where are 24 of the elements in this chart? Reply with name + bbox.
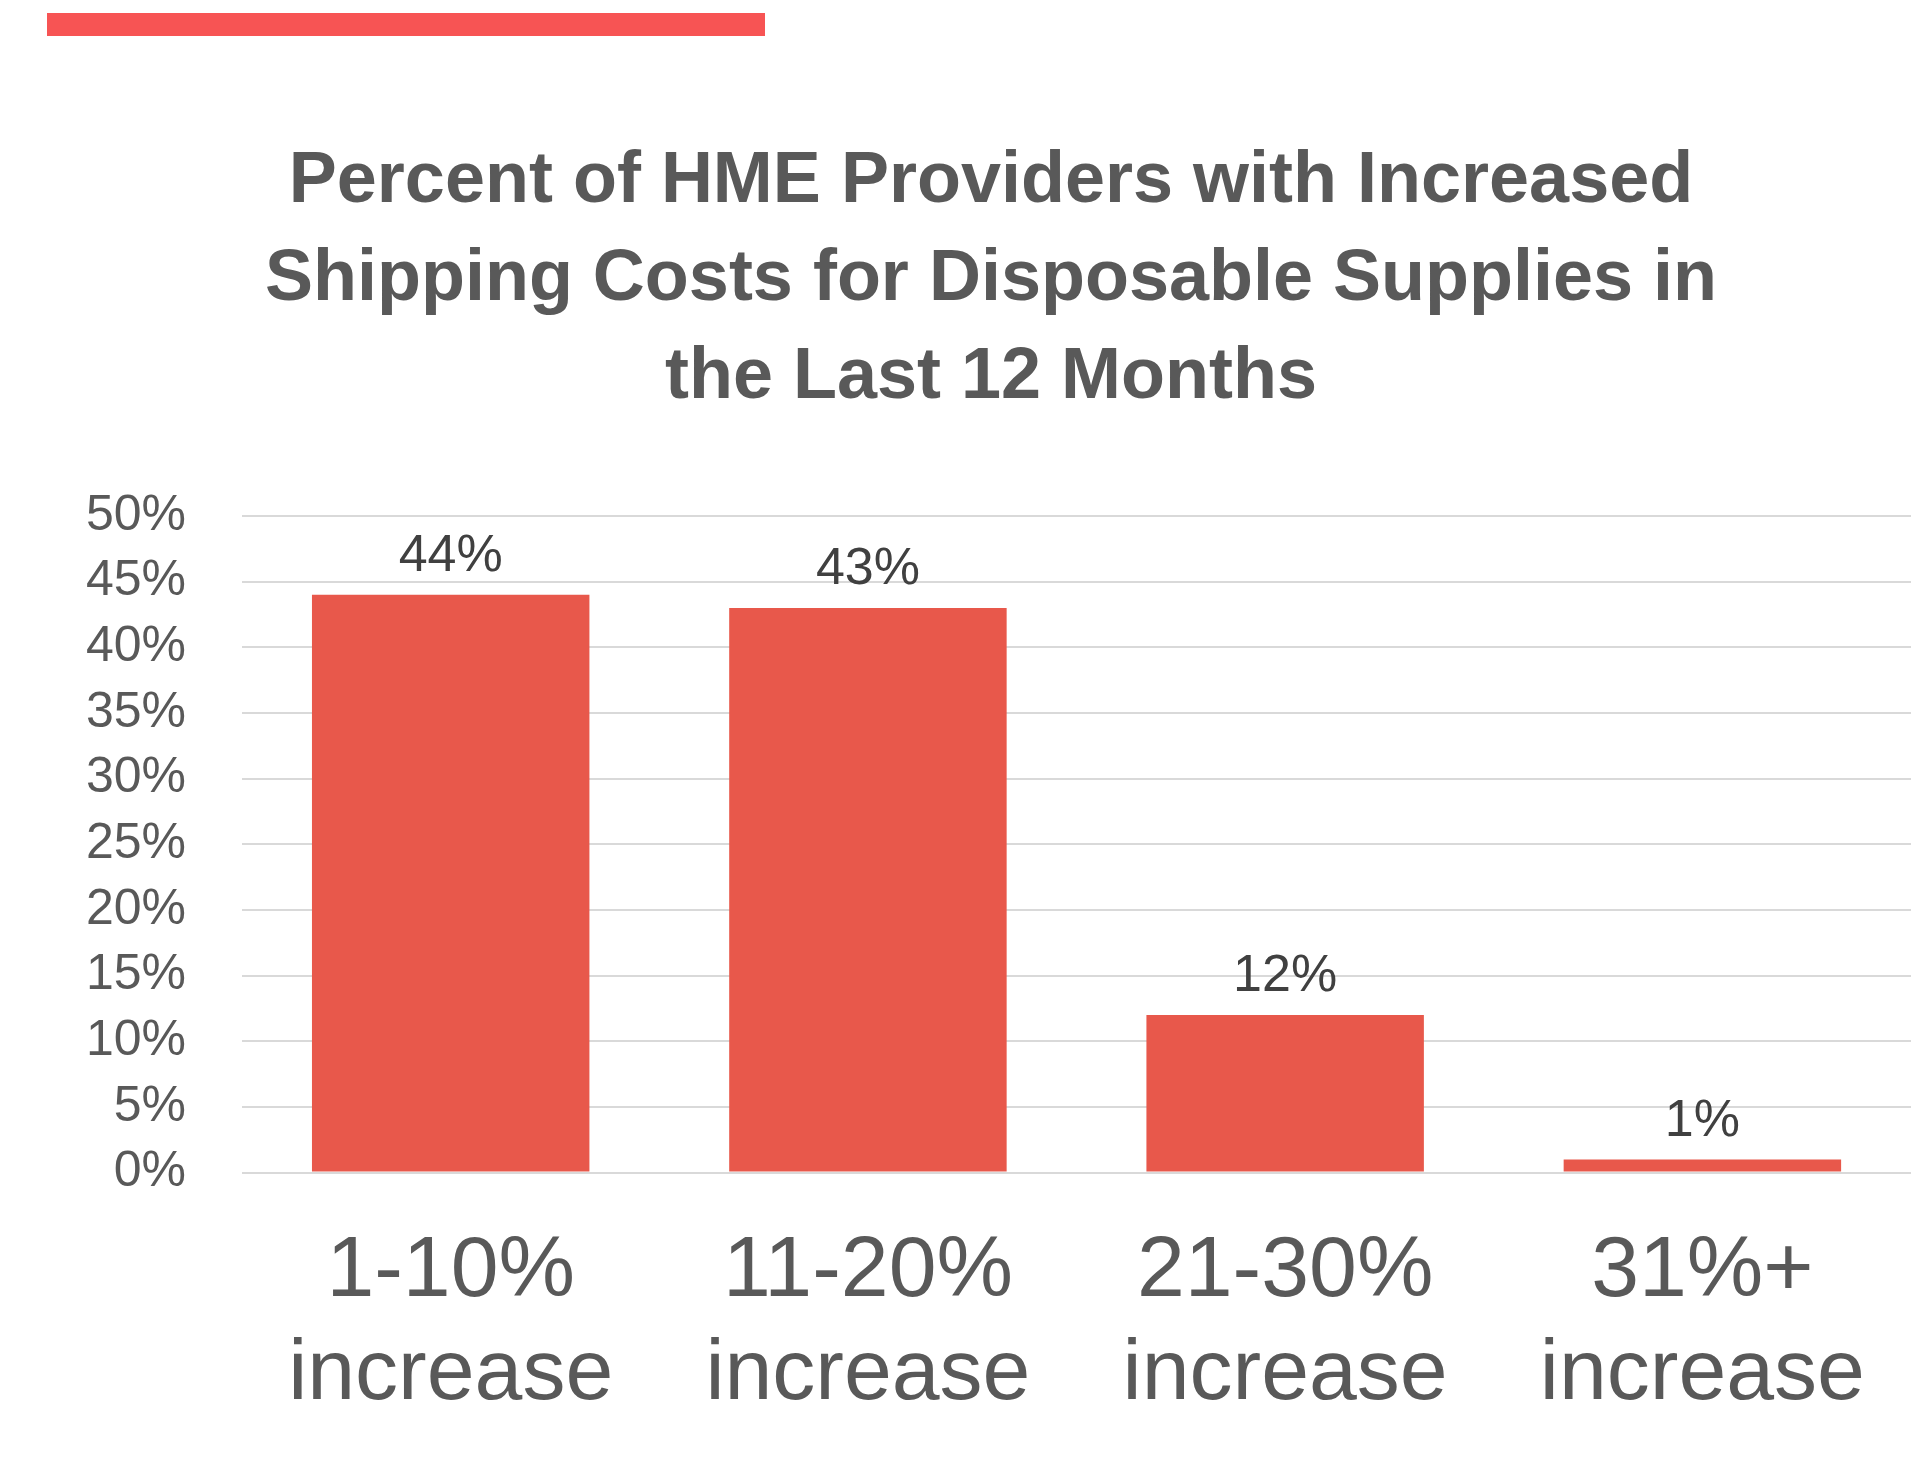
x-tick-label: 1-10% increase	[288, 1217, 614, 1418]
bar	[1563, 1159, 1842, 1172]
y-tick-label: 10%	[86, 1010, 187, 1067]
y-tick-label: 30%	[86, 747, 187, 804]
y-tick-label: 40%	[86, 616, 187, 673]
y-tick-label: 35%	[86, 681, 187, 738]
data-label: 12%	[1233, 944, 1338, 1003]
chart-title: Percent of HME Providers with Increased Shipping Costs for Disposable Supplies in the Last 12 Months	[263, 136, 1719, 415]
data-label: 43%	[815, 537, 920, 596]
y-tick-label: 25%	[86, 813, 187, 870]
y-tick-label: 5%	[113, 1075, 187, 1132]
x-tick-label: 31%+ increase	[1539, 1217, 1865, 1418]
y-tick-label: 45%	[86, 550, 187, 607]
data-label: 44%	[398, 524, 503, 583]
bar	[1146, 1015, 1424, 1172]
y-tick-label: 15%	[86, 944, 187, 1001]
y-tick-label: 0%	[113, 1141, 187, 1198]
bar	[311, 594, 590, 1172]
y-tick-label: 50%	[86, 484, 187, 541]
bar	[729, 607, 1007, 1172]
y-tick-label: 20%	[86, 878, 187, 935]
x-tick-label: 11-20% increase	[705, 1217, 1031, 1418]
x-tick-label: 21-30% increase	[1122, 1217, 1448, 1418]
data-label: 1%	[1664, 1088, 1740, 1147]
